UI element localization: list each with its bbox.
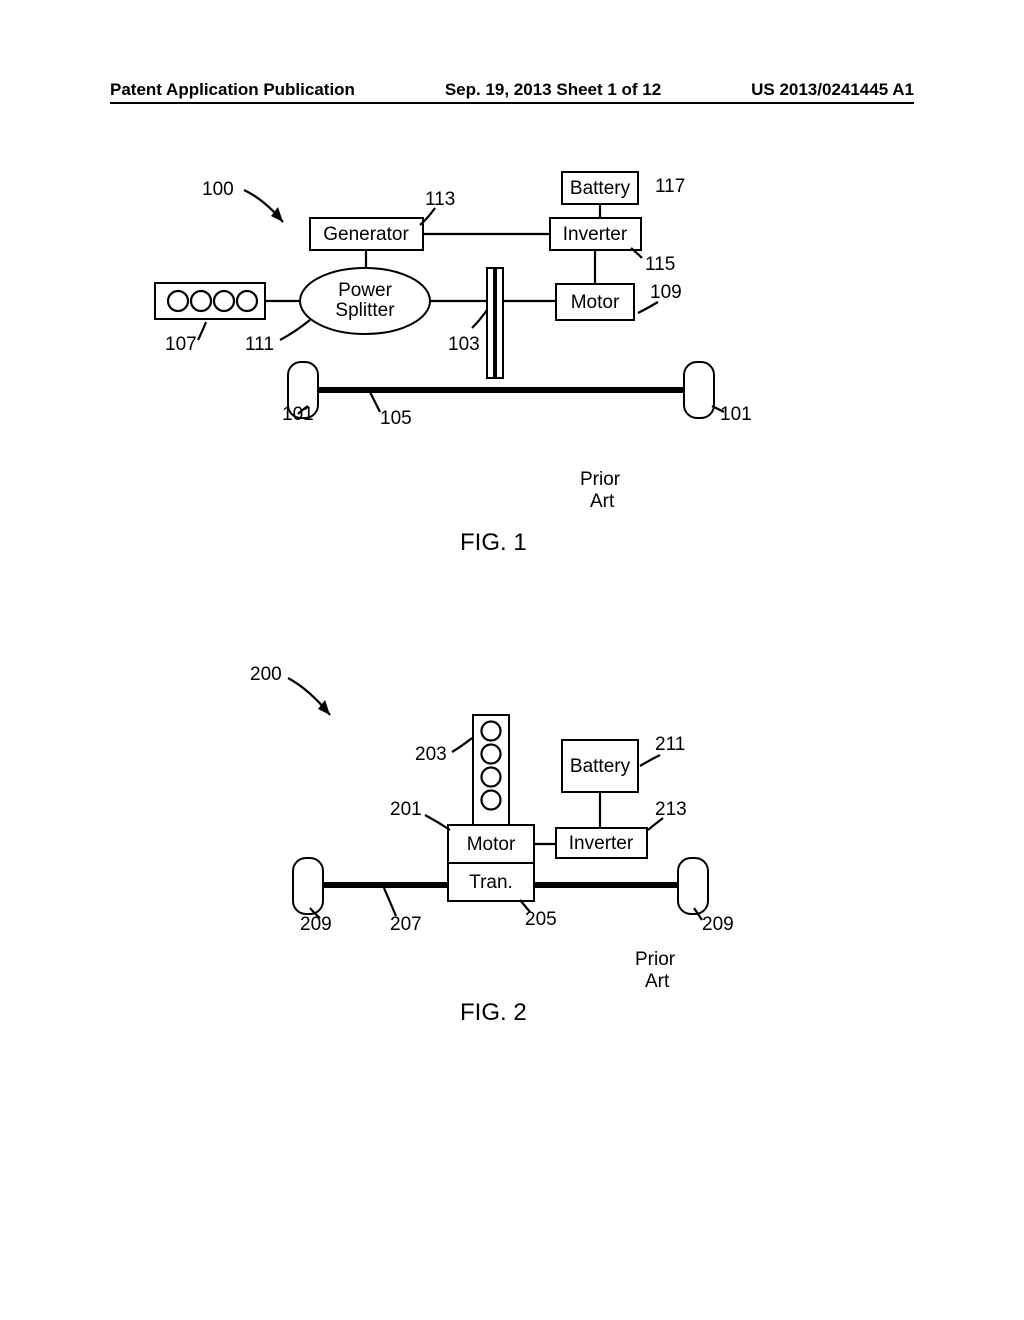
inverter2-label: Inverter (569, 833, 634, 854)
battery2-label: Battery (570, 756, 631, 777)
wheel-right-1 (684, 362, 714, 418)
prior-art-2b: Art (645, 971, 670, 992)
ref-201-leader (425, 815, 450, 830)
ref-107-leader (198, 322, 206, 340)
inverter-label: Inverter (563, 224, 628, 245)
motor2-label: Motor (467, 834, 516, 855)
ref-115: 115 (645, 254, 675, 275)
motor-label: Motor (571, 292, 620, 313)
ref-207: 207 (390, 914, 422, 935)
patent-page: Patent Application Publication Sep. 19, … (0, 0, 1024, 1320)
ref-109-leader (638, 302, 658, 313)
ref-201: 201 (390, 799, 422, 820)
ref-203-leader (452, 738, 472, 752)
prior-art-1a: Prior (580, 469, 621, 490)
ref-111-leader (280, 320, 310, 340)
ref-207-leader (384, 888, 396, 916)
ref-109: 109 (650, 282, 682, 303)
ref-209-l: 209 (300, 914, 332, 935)
ref-111: 111 (245, 334, 274, 355)
ref-209-r: 209 (702, 914, 734, 935)
gear-bar-right (496, 268, 503, 378)
figure-2: 200 203 Motor 201 Tran. 205 (250, 664, 734, 1026)
prior-art-2a: Prior (635, 949, 676, 970)
ref-213: 213 (655, 799, 687, 820)
ref-100: 100 (202, 179, 234, 200)
ref-101-l: 101 (282, 404, 314, 425)
ref-113-leader (420, 208, 435, 225)
battery-label: Battery (570, 178, 631, 199)
ps-label-2: Splitter (335, 300, 395, 321)
ref-203: 203 (415, 744, 447, 765)
prior-art-1b: Art (590, 491, 615, 512)
ref-103-leader (472, 310, 487, 328)
ref-211-leader (640, 755, 660, 766)
ref-105: 105 (380, 408, 412, 429)
generator-label: Generator (323, 224, 409, 245)
wheel-right-2 (678, 858, 708, 914)
ref-211: 211 (655, 734, 685, 755)
ref-200: 200 (250, 664, 282, 685)
ps-label-1: Power (338, 280, 393, 301)
ref-117: 117 (655, 176, 685, 197)
ref-113: 113 (425, 189, 455, 210)
fig2-label: FIG. 2 (460, 999, 527, 1026)
wheel-left-2 (293, 858, 323, 914)
ref-105-leader (370, 392, 380, 412)
figure-1: 100 107 Power Splitter 111 Gener (155, 172, 752, 556)
gear-bar-left (487, 268, 494, 378)
ref-103: 103 (448, 334, 480, 355)
ref-107: 107 (165, 334, 197, 355)
tran-label: Tran. (469, 872, 513, 893)
ref-101-r: 101 (720, 404, 752, 425)
figures-svg: 100 107 Power Splitter 111 Gener (0, 0, 1024, 1320)
fig1-label: FIG. 1 (460, 529, 527, 556)
